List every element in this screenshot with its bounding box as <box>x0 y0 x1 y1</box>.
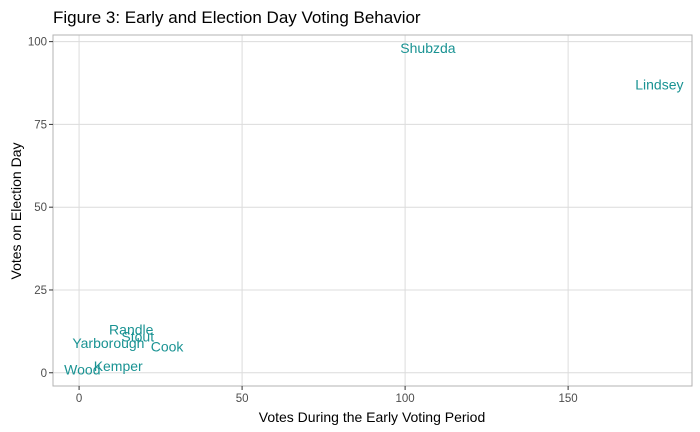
axis-ticks: 0 25 50 75 100 0 50 100 150 <box>28 37 578 405</box>
point-label-yarborough: Yarborough <box>72 335 144 351</box>
x-tick-label: 150 <box>559 393 578 405</box>
x-tick-label: 100 <box>396 393 415 405</box>
point-label-wood: Wood <box>64 361 100 377</box>
y-tick-label: 100 <box>28 37 47 49</box>
y-tick-label: 25 <box>34 285 47 297</box>
y-axis-title: Votes on Election Day <box>8 143 24 280</box>
x-tick-label: 50 <box>236 393 249 405</box>
grid-lines <box>53 35 692 386</box>
plot-panel-border <box>52 34 693 387</box>
point-label-randle: Randle <box>109 322 154 338</box>
chart-title: Figure 3: Early and Election Day Voting … <box>53 8 421 27</box>
point-label-stout: Stout <box>121 328 154 344</box>
point-label-cook: Cook <box>151 338 185 354</box>
point-label-kemper: Kemper <box>94 358 143 374</box>
y-tick-label: 0 <box>41 368 47 380</box>
x-axis-title: Votes During the Early Voting Period <box>259 409 485 425</box>
point-label-lindsey: Lindsey <box>635 77 683 93</box>
y-tick-label: 75 <box>34 119 47 131</box>
point-label-shubzda: Shubzda <box>400 40 455 56</box>
y-tick-label: 50 <box>34 202 47 214</box>
x-tick-label: 0 <box>76 393 82 405</box>
